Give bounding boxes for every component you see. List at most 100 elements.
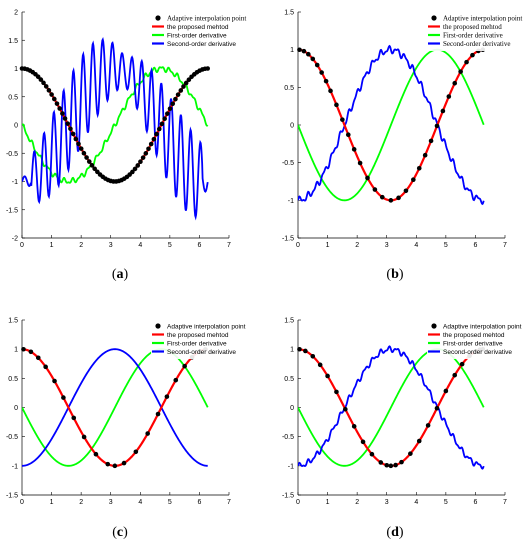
interpolation-point (46, 88, 52, 93)
interpolation-point (310, 56, 316, 62)
legend-label: First-order derivative (167, 32, 227, 39)
caption-close: ) (124, 267, 129, 282)
y-tick-label: 1 (290, 347, 294, 354)
interpolation-point (121, 460, 127, 466)
legend-label: the proposed mehtod (443, 23, 502, 31)
panel-caption: (d) (386, 525, 403, 540)
interpolation-point (297, 346, 302, 352)
interpolation-point (135, 163, 141, 168)
x-tick-label: 7 (227, 499, 231, 506)
interpolation-point (181, 84, 186, 89)
series-line-second-order-derivative (22, 348, 208, 467)
interpolation-point (365, 175, 370, 181)
interpolation-point (21, 346, 26, 352)
x-tick-label: 3 (109, 242, 113, 249)
legend-label: the proposed mehtod (167, 24, 229, 31)
caption-letter: b (391, 267, 399, 282)
y-tick-label: 1 (290, 47, 294, 54)
x-tick-label: 1 (326, 499, 330, 506)
interpolation-point (81, 434, 87, 440)
legend-marker-point (431, 15, 437, 21)
interpolation-point (130, 169, 135, 175)
caption-letter: d (391, 525, 399, 540)
interpolation-point (343, 406, 348, 412)
interpolation-point (138, 159, 143, 165)
interpolation-point (464, 59, 469, 65)
interpolation-point (41, 80, 46, 86)
interpolation-point (133, 449, 139, 455)
caption-letter: a (117, 267, 124, 282)
interpolation-point (360, 439, 366, 445)
interpolation-point (81, 150, 87, 156)
interpolation-point (156, 126, 162, 132)
interpolation-point (70, 131, 76, 137)
y-tick-label: 0 (290, 123, 294, 130)
interpolation-point (301, 48, 307, 54)
series-line-second-order-derivative (22, 36, 209, 221)
y-tick-label: 0 (14, 405, 18, 412)
y-tick-label: 0.5 (8, 94, 18, 101)
legend-label: First-order derivative (167, 340, 227, 347)
interpolation-point (182, 363, 187, 369)
caption-open: ( (386, 267, 391, 282)
interpolation-point (62, 116, 68, 121)
y-tick-label: -1.5 (282, 236, 294, 243)
x-tick-label: 2 (79, 242, 83, 249)
x-tick-label: 0 (296, 242, 300, 249)
interpolation-point (155, 411, 161, 417)
legend-label: Second-order derivative (443, 40, 510, 48)
interpolation-point (317, 362, 323, 368)
y-tick-label: 0.5 (8, 376, 18, 383)
y-tick-label: 1.5 (284, 10, 294, 17)
interpolation-point (140, 155, 146, 160)
interpolation-point (416, 438, 422, 444)
interpolation-point (112, 463, 118, 469)
x-tick-label: 5 (168, 242, 172, 249)
interpolation-point (71, 415, 77, 421)
x-tick-label: 3 (109, 499, 113, 506)
interpolation-point (165, 111, 170, 116)
legend-label: Adaptive interpolation point (443, 323, 522, 330)
interpolation-point (459, 361, 465, 367)
interpolation-point (57, 106, 62, 111)
interpolation-point (52, 378, 57, 384)
panel-caption: (c) (112, 525, 128, 540)
caption-open: ( (112, 525, 117, 540)
interpolation-point (399, 459, 404, 465)
interpolation-point (425, 423, 431, 428)
x-tick-label: 7 (503, 499, 507, 506)
interpolation-point (132, 166, 138, 172)
interpolation-point (443, 388, 449, 394)
legend-marker-point (155, 15, 161, 21)
interpolation-point (372, 187, 378, 192)
y-tick-label: -1 (12, 463, 18, 470)
panel-caption: (b) (386, 267, 403, 282)
interpolation-point (154, 131, 159, 137)
x-tick-label: 1 (326, 242, 330, 249)
y-tick-label: -1.5 (282, 493, 294, 500)
caption-open: ( (112, 267, 117, 282)
interpolation-point (408, 451, 413, 456)
series-line-first-order-derivative (298, 348, 485, 467)
legend-label: Adaptive interpolation point (167, 323, 246, 330)
interpolation-point (434, 405, 440, 411)
interpolation-point (61, 395, 66, 400)
x-tick-label: 3 (385, 499, 389, 506)
interpolation-point (428, 138, 434, 144)
y-tick-label: 1 (14, 347, 18, 354)
interpolation-point (310, 354, 316, 359)
series-line-first-order-derivative (22, 348, 209, 467)
interpolation-point (369, 451, 375, 457)
interpolation-point (325, 373, 330, 379)
x-tick-label: 6 (473, 242, 477, 249)
x-tick-label: 3 (385, 242, 389, 249)
interpolation-point (297, 47, 302, 53)
interpolation-point (173, 377, 179, 383)
interpolation-point (145, 431, 150, 436)
interpolation-point (384, 462, 390, 468)
x-tick-label: 1 (50, 242, 54, 249)
interpolation-point (78, 146, 84, 151)
legend-label: Second-order derivative (443, 349, 512, 356)
